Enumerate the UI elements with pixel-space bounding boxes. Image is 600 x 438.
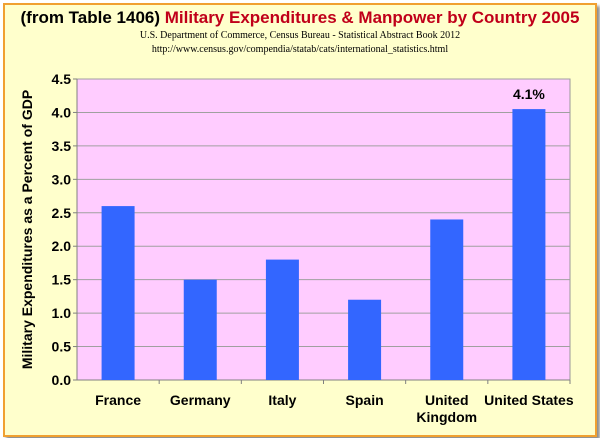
y-axis-title: Military Expenditures as a Percent of GD… bbox=[19, 90, 35, 369]
bar bbox=[183, 279, 217, 380]
source-url: http://www.census.gov/compendia/statab/c… bbox=[151, 44, 449, 55]
y-tick-label: 3.5 bbox=[52, 138, 72, 154]
x-tick-label: France bbox=[95, 392, 141, 408]
x-tick-label: Italy bbox=[268, 392, 296, 408]
y-tick-label: 0.5 bbox=[52, 339, 72, 355]
x-tick-label: United States bbox=[484, 392, 574, 408]
x-tick-label: Germany bbox=[170, 392, 231, 408]
x-tick-label: United bbox=[425, 392, 469, 408]
y-tick-label: 2.5 bbox=[52, 205, 72, 221]
bar bbox=[348, 299, 382, 380]
x-tick-label: Kingdom bbox=[416, 409, 477, 425]
y-tick-label: 3.0 bbox=[52, 171, 72, 187]
table-reference: (from Table 1406) bbox=[20, 8, 165, 27]
plot-area bbox=[76, 78, 571, 381]
title-text: Military Expenditures & Manpower by Coun… bbox=[164, 8, 580, 27]
data-label: 4.1% bbox=[513, 86, 545, 102]
bar bbox=[265, 259, 299, 380]
bar bbox=[430, 219, 464, 380]
x-tick-label: Spain bbox=[346, 392, 384, 408]
bar bbox=[101, 206, 135, 380]
y-tick-label: 4.0 bbox=[52, 104, 72, 120]
y-tick-label: 1.5 bbox=[52, 272, 72, 288]
y-tick-label: 0.0 bbox=[52, 372, 72, 388]
y-tick-label: 2.0 bbox=[52, 238, 72, 254]
chart-title: (from Table 1406) Military Expenditures … bbox=[0, 8, 600, 28]
bar bbox=[512, 109, 546, 380]
source-line: U.S. Department of Commerce, Census Bure… bbox=[139, 30, 461, 41]
y-tick-label: 4.5 bbox=[52, 71, 72, 87]
y-tick-label: 1.0 bbox=[52, 305, 72, 321]
